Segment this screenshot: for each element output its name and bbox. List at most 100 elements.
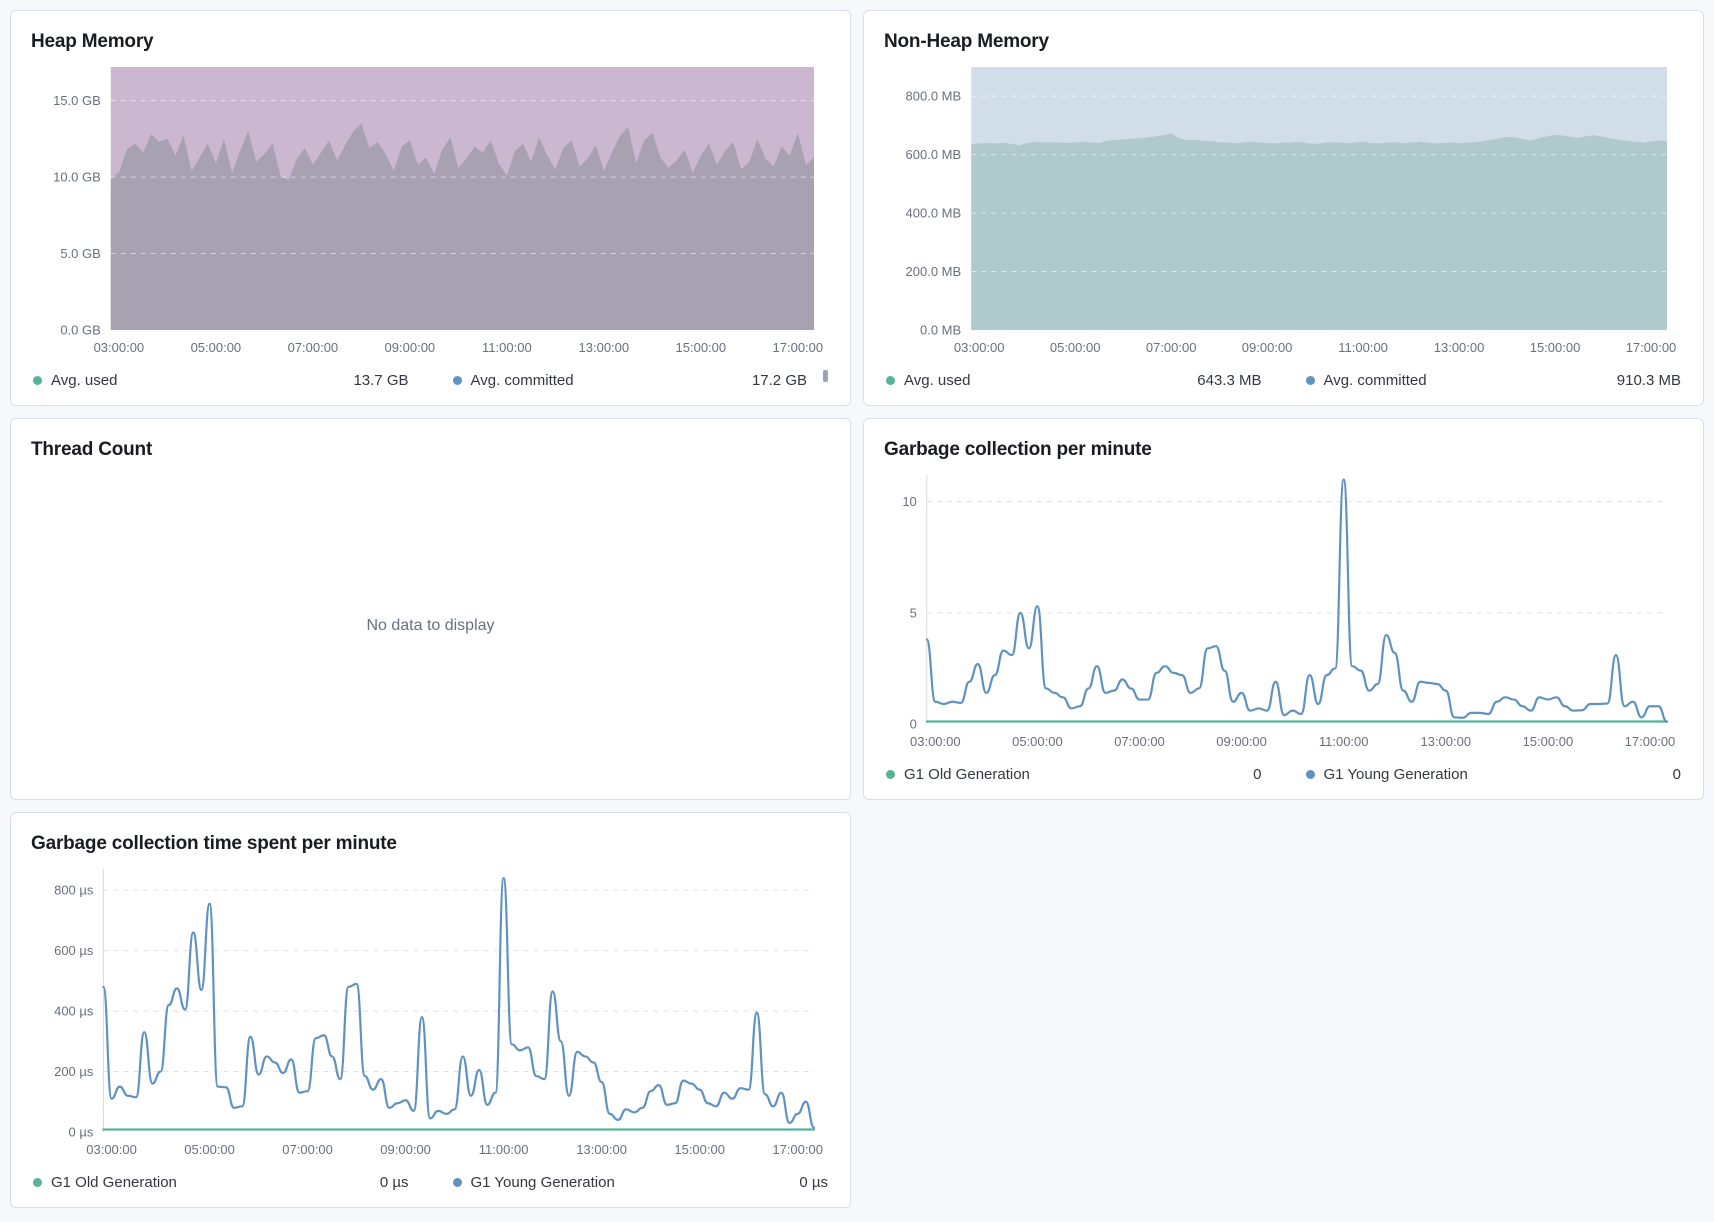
legend-half: Avg. used 643.3 MB: [886, 372, 1262, 389]
legend-value: 0 µs: [799, 1174, 828, 1191]
svg-text:800 µs: 800 µs: [54, 883, 94, 898]
series-dot-blue: [452, 376, 462, 385]
non-heap-memory-legend: Avg. used 643.3 MB Avg. committed 910.3 …: [884, 372, 1683, 389]
svg-text:0.0 MB: 0.0 MB: [920, 323, 961, 338]
svg-text:09:00:00: 09:00:00: [1242, 340, 1293, 355]
svg-text:05:00:00: 05:00:00: [184, 1142, 235, 1157]
svg-text:05:00:00: 05:00:00: [191, 340, 242, 355]
svg-text:400 µs: 400 µs: [54, 1004, 94, 1019]
gc-time-per-minute-chart[interactable]: 0 µs 200 µs 400 µs 600 µs 800 µs 03:00:00 05:0…: [31, 863, 830, 1162]
legend-item-g1-young-generation[interactable]: G1 Young Generation: [1305, 766, 1468, 783]
svg-text:17:00:00: 17:00:00: [772, 1142, 823, 1157]
legend-item-avg-used[interactable]: Avg. used: [33, 372, 117, 389]
legend-label: G1 Young Generation: [470, 1174, 615, 1191]
svg-text:0.0 GB: 0.0 GB: [60, 323, 100, 338]
svg-text:0 µs: 0 µs: [69, 1125, 94, 1140]
series-dot-green: [33, 376, 42, 385]
svg-text:13:00:00: 13:00:00: [579, 340, 630, 355]
series-dot-green: [886, 376, 895, 385]
svg-text:09:00:00: 09:00:00: [1216, 734, 1267, 749]
panel-gc-per-minute: Garbage collection per minute 0 5 10 03:00:…: [863, 418, 1704, 800]
svg-text:05:00:00: 05:00:00: [1050, 340, 1101, 355]
svg-text:07:00:00: 07:00:00: [1114, 734, 1165, 749]
gc-per-minute-chart[interactable]: 0 5 10 03:00:00 05:00:00 07:00:00 09:00:00 11:0…: [884, 469, 1683, 754]
legend-label: Avg. committed: [470, 372, 574, 389]
svg-text:03:00:00: 03:00:00: [94, 340, 145, 355]
heap-memory-chart-box: 0.0 GB 5.0 GB 10.0 GB 15.0 GB 03:00:00 05:00:…: [31, 61, 830, 360]
non-heap-memory-chart[interactable]: 0.0 MB 200.0 MB 400.0 MB 600.0 MB 800.0 MB 03…: [884, 61, 1683, 360]
legend-label: Avg. used: [904, 372, 971, 389]
svg-text:03:00:00: 03:00:00: [86, 1142, 137, 1157]
svg-text:200 µs: 200 µs: [54, 1064, 94, 1079]
legend-value: 910.3 MB: [1616, 372, 1681, 389]
svg-text:10.0 GB: 10.0 GB: [53, 170, 101, 185]
svg-text:13:00:00: 13:00:00: [576, 1142, 627, 1157]
legend-item-avg-committed[interactable]: Avg. committed: [1305, 372, 1427, 389]
legend-scrollbar-thumb[interactable]: [823, 369, 828, 382]
svg-text:17:00:00: 17:00:00: [773, 340, 824, 355]
svg-text:15:00:00: 15:00:00: [674, 1142, 725, 1157]
svg-text:5.0 GB: 5.0 GB: [60, 246, 100, 261]
series-dot-blue: [452, 1178, 462, 1187]
legend-item-avg-committed[interactable]: Avg. committed: [452, 372, 574, 389]
svg-text:07:00:00: 07:00:00: [282, 1142, 333, 1157]
legend-item-avg-used[interactable]: Avg. used: [886, 372, 970, 389]
legend-item-g1-old-generation[interactable]: G1 Old Generation: [33, 1174, 177, 1191]
svg-text:09:00:00: 09:00:00: [385, 340, 436, 355]
legend-value: 0: [1672, 766, 1681, 783]
gc-time-per-minute-chart-box: 0 µs 200 µs 400 µs 600 µs 800 µs 03:00:00 05:0…: [31, 863, 830, 1162]
gc-per-minute-legend: G1 Old Generation 0 G1 Young Generation …: [884, 766, 1683, 783]
series-dot-green: [886, 770, 895, 779]
panel-title-thread-count: Thread Count: [31, 439, 153, 460]
svg-text:13:00:00: 13:00:00: [1420, 734, 1471, 749]
svg-text:09:00:00: 09:00:00: [380, 1142, 431, 1157]
no-data-message: No data to display: [366, 617, 495, 634]
panel-thread-count: Thread Count No data to display: [10, 418, 851, 800]
svg-text:5: 5: [910, 605, 917, 620]
non-heap-memory-chart-box: 0.0 MB 200.0 MB 400.0 MB 600.0 MB 800.0 MB 03…: [884, 61, 1683, 360]
legend-label: G1 Young Generation: [1323, 766, 1468, 783]
series-dot-blue: [1305, 770, 1315, 779]
svg-text:11:00:00: 11:00:00: [482, 340, 532, 355]
svg-text:600.0 MB: 600.0 MB: [906, 147, 962, 162]
panel-heap-memory: Heap Memory 0.0 GB 5.0 GB 10.0 GB 15.0 GB 03…: [10, 10, 851, 406]
panel-non-heap-memory: Non-Heap Memory 0.0 MB 200.0 MB 400.0 MB 60…: [863, 10, 1704, 406]
svg-text:11:00:00: 11:00:00: [479, 1142, 529, 1157]
panel-title-gc-per-minute: Garbage collection per minute: [884, 439, 1152, 460]
legend-half: G1 Young Generation 0 µs: [452, 1174, 828, 1191]
series-dot-blue: [1305, 376, 1315, 385]
panel-title-non-heap-memory: Non-Heap Memory: [884, 31, 1049, 52]
svg-text:200.0 MB: 200.0 MB: [906, 264, 962, 279]
series-dot-green: [33, 1178, 42, 1187]
panel-title-gc-time-per-minute: Garbage collection time spent per minute: [31, 833, 397, 854]
svg-text:15:00:00: 15:00:00: [1530, 340, 1581, 355]
heap-memory-legend: Avg. used 13.7 GB Avg. committed 17.2 GB: [31, 369, 830, 389]
legend-value: 643.3 MB: [1197, 372, 1262, 389]
legend-label: Avg. used: [51, 372, 118, 389]
gc-per-minute-chart-box: 0 5 10 03:00:00 05:00:00 07:00:00 09:00:00 11:0…: [884, 469, 1683, 754]
svg-text:11:00:00: 11:00:00: [1319, 734, 1369, 749]
svg-text:05:00:00: 05:00:00: [1012, 734, 1063, 749]
gc-time-per-minute-legend: G1 Old Generation 0 µs G1 Young Generati…: [31, 1174, 830, 1191]
svg-text:03:00:00: 03:00:00: [954, 340, 1005, 355]
heap-memory-chart[interactable]: 0.0 GB 5.0 GB 10.0 GB 15.0 GB 03:00:00 05:00:…: [31, 61, 830, 360]
legend-half: G1 Old Generation 0 µs: [33, 1174, 409, 1191]
svg-text:10: 10: [902, 494, 916, 509]
svg-text:15:00:00: 15:00:00: [1523, 734, 1574, 749]
svg-text:07:00:00: 07:00:00: [288, 340, 339, 355]
legend-half: G1 Old Generation 0: [886, 766, 1262, 783]
legend-item-g1-young-generation[interactable]: G1 Young Generation: [452, 1174, 615, 1191]
legend-label: Avg. committed: [1323, 372, 1427, 389]
svg-text:03:00:00: 03:00:00: [910, 734, 961, 749]
svg-text:600 µs: 600 µs: [54, 943, 94, 958]
svg-text:0: 0: [910, 717, 917, 732]
empty-dashboard-cell: [863, 812, 1704, 1208]
legend-half: Avg. committed 17.2 GB: [452, 369, 828, 389]
svg-text:400.0 MB: 400.0 MB: [906, 206, 962, 221]
legend-label: G1 Old Generation: [51, 1174, 177, 1191]
svg-text:17:00:00: 17:00:00: [1625, 734, 1676, 749]
svg-text:11:00:00: 11:00:00: [1338, 340, 1388, 355]
legend-value: 0 µs: [379, 1174, 409, 1191]
legend-item-g1-old-generation[interactable]: G1 Old Generation: [886, 766, 1030, 783]
